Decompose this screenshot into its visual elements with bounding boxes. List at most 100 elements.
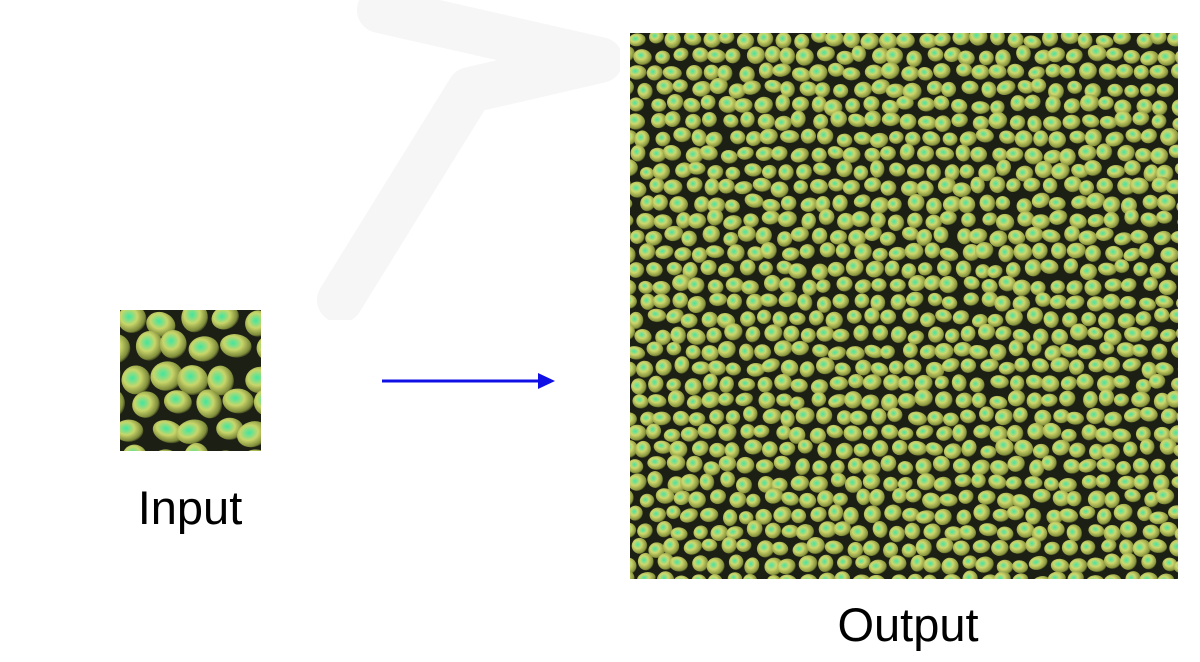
texture-cell	[812, 344, 829, 358]
texture-cell	[647, 471, 664, 488]
texture-cell	[889, 162, 906, 177]
texture-cell	[904, 242, 924, 260]
texture-cell	[1041, 375, 1060, 393]
texture-cell	[1044, 345, 1062, 361]
texture-cell	[836, 410, 853, 426]
texture-cell	[816, 357, 835, 375]
texture-cell	[1166, 179, 1178, 195]
texture-cell	[1079, 263, 1098, 281]
texture-cell	[880, 309, 897, 325]
texture-cell	[1168, 505, 1178, 520]
texture-cell	[718, 33, 735, 44]
texture-cell	[939, 275, 958, 294]
texture-cell	[701, 391, 721, 409]
texture-cell	[993, 571, 1012, 579]
texture-cell	[789, 396, 805, 410]
texture-cell	[758, 392, 776, 409]
texture-cell	[1169, 308, 1178, 324]
texture-cell	[975, 128, 994, 143]
texture-cell	[1024, 147, 1043, 165]
texture-cell	[648, 542, 666, 559]
texture-cell	[726, 293, 743, 310]
texture-cell	[955, 260, 972, 278]
texture-cell	[736, 538, 752, 553]
texture-cell	[905, 131, 921, 146]
texture-cell	[979, 523, 998, 537]
texture-cell	[739, 343, 754, 361]
texture-cell	[854, 293, 870, 309]
texture-cell	[999, 130, 1016, 145]
texture-cell	[630, 262, 645, 278]
texture-cell	[1026, 340, 1042, 357]
texture-cell	[630, 33, 646, 47]
texture-cell	[1014, 439, 1034, 458]
texture-cell	[683, 33, 702, 46]
texture-cell	[630, 229, 645, 244]
texture-cell	[707, 574, 723, 579]
texture-cell	[718, 423, 737, 442]
texture-cell	[916, 425, 934, 439]
texture-cell	[630, 46, 636, 62]
texture-cell	[746, 130, 762, 147]
texture-cell	[781, 524, 800, 539]
texture-cell	[655, 245, 674, 260]
texture-cell	[1096, 177, 1114, 194]
texture-cell	[851, 45, 867, 62]
texture-cell	[846, 346, 865, 361]
texture-cell	[906, 50, 923, 68]
texture-cell	[723, 215, 742, 231]
texture-cell	[974, 242, 994, 259]
texture-cell	[188, 336, 220, 362]
texture-cell	[792, 96, 810, 112]
texture-cell	[709, 409, 725, 425]
texture-cell	[818, 209, 835, 226]
texture-cell	[701, 345, 719, 362]
texture-cell	[864, 64, 884, 80]
texture-cell	[971, 101, 990, 115]
texture-cell	[926, 164, 942, 181]
texture-cell	[758, 261, 774, 276]
texture-cell	[994, 408, 1013, 426]
texture-cell	[630, 557, 637, 575]
texture-cell	[652, 194, 669, 211]
texture-cell	[854, 279, 872, 294]
texture-cell	[1101, 539, 1117, 553]
texture-cell	[1064, 176, 1082, 193]
texture-cell	[630, 440, 638, 458]
texture-cell	[672, 410, 690, 427]
texture-cell	[681, 230, 698, 247]
texture-cell	[630, 246, 636, 264]
texture-cell	[736, 456, 755, 474]
texture-cell	[809, 64, 828, 82]
texture-cell	[772, 63, 792, 77]
texture-cell	[907, 573, 924, 579]
texture-cell	[1065, 48, 1083, 64]
texture-cell	[978, 50, 994, 66]
texture-cell	[1114, 110, 1132, 128]
texture-cell	[885, 83, 905, 99]
texture-cell	[979, 194, 996, 212]
texture-cell	[1124, 489, 1141, 503]
texture-cell	[955, 392, 973, 409]
texture-cell	[651, 113, 667, 129]
texture-cell	[1066, 524, 1083, 542]
texture-cell	[159, 330, 187, 359]
texture-cell	[1082, 114, 1100, 128]
texture-cell	[1043, 116, 1062, 132]
texture-cell	[1172, 117, 1178, 131]
texture-cell	[757, 476, 775, 493]
texture-cell	[646, 341, 664, 357]
texture-cell	[854, 243, 872, 261]
texture-cell	[1081, 474, 1098, 490]
texture-cell	[780, 195, 797, 211]
texture-cell	[969, 33, 988, 46]
texture-cell	[813, 162, 831, 176]
watermark-stroke	[317, 0, 620, 320]
texture-cell	[656, 571, 675, 579]
texture-cell	[746, 293, 764, 311]
texture-cell	[926, 80, 943, 96]
texture-cell	[952, 310, 970, 325]
texture-cell	[245, 310, 261, 337]
texture-cell	[630, 97, 644, 112]
texture-cell	[811, 227, 828, 245]
